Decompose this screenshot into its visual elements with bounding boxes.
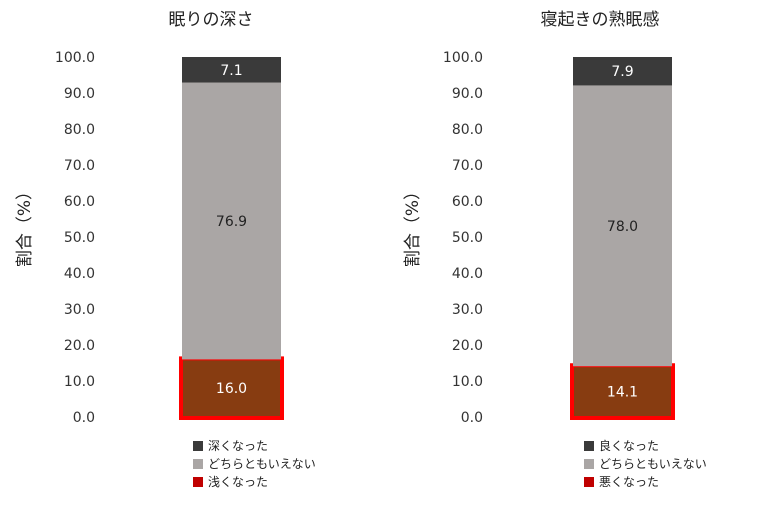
y-tick-label: 70.0 — [452, 158, 483, 174]
y-tick-label: 80.0 — [64, 122, 95, 138]
y-axis-label: 割合（%） — [403, 183, 423, 267]
y-tick-label: 10.0 — [64, 374, 95, 390]
legend-item: 悪くなった — [584, 473, 707, 491]
y-tick-label: 30.0 — [64, 302, 95, 318]
data-label: 7.1 — [220, 63, 242, 79]
y-tick-label: 70.0 — [64, 158, 95, 174]
y-tick-label: 40.0 — [64, 266, 95, 282]
bar-segment — [573, 85, 672, 367]
y-tick-label: 20.0 — [452, 338, 483, 354]
y-tick-label: 50.0 — [64, 230, 95, 246]
legend-label: 浅くなった — [208, 475, 269, 489]
chart-title: 寝起きの熟眠感 — [541, 9, 660, 30]
bar-segment — [182, 82, 281, 360]
legend-swatch — [193, 477, 203, 487]
y-tick-label: 60.0 — [452, 194, 483, 210]
y-tick-label: 80.0 — [452, 122, 483, 138]
legend-label: どちらともいえない — [599, 457, 707, 471]
bar-segment — [182, 57, 281, 83]
legend-label: 良くなった — [599, 439, 660, 453]
legend-swatch — [584, 459, 594, 469]
bar-segment — [573, 366, 672, 417]
legend-label: どちらともいえない — [208, 457, 316, 471]
legend-swatch — [584, 477, 594, 487]
legend-item: どちらともいえない — [193, 455, 316, 473]
y-tick-label: 30.0 — [452, 302, 483, 318]
legend-item: 深くなった — [193, 437, 316, 455]
data-label: 78.0 — [607, 219, 638, 235]
data-label: 76.9 — [216, 214, 247, 230]
y-tick-label: 90.0 — [452, 86, 483, 102]
data-label: 14.1 — [607, 385, 638, 401]
legend-item: どちらともいえない — [584, 455, 707, 473]
y-tick-label: 10.0 — [452, 374, 483, 390]
y-tick-label: 100.0 — [443, 50, 483, 66]
bar-segment — [573, 57, 672, 86]
y-tick-label: 50.0 — [452, 230, 483, 246]
legend-swatch — [584, 441, 594, 451]
y-tick-label: 20.0 — [64, 338, 95, 354]
data-label: 16.0 — [216, 381, 247, 397]
chart-title: 眠りの深さ — [169, 10, 254, 30]
legend-swatch — [193, 441, 203, 451]
y-tick-label: 0.0 — [73, 410, 95, 426]
y-axis-label: 割合（%） — [15, 183, 35, 267]
legend-item: 良くなった — [584, 437, 707, 455]
legend-right: 良くなった どちらともいえない 悪くなった — [584, 437, 707, 491]
y-tick-label: 60.0 — [64, 194, 95, 210]
legend-label: 深くなった — [208, 439, 269, 453]
legend-left: 深くなった どちらともいえない 浅くなった — [193, 437, 316, 491]
data-label: 7.9 — [611, 64, 633, 80]
legend-label: 悪くなった — [599, 475, 660, 489]
y-tick-label: 40.0 — [452, 266, 483, 282]
legend-item: 浅くなった — [193, 473, 316, 491]
legend-swatch — [193, 459, 203, 469]
bar-segment — [182, 359, 281, 417]
y-tick-label: 100.0 — [55, 50, 95, 66]
y-tick-label: 90.0 — [64, 86, 95, 102]
y-tick-label: 0.0 — [461, 410, 483, 426]
